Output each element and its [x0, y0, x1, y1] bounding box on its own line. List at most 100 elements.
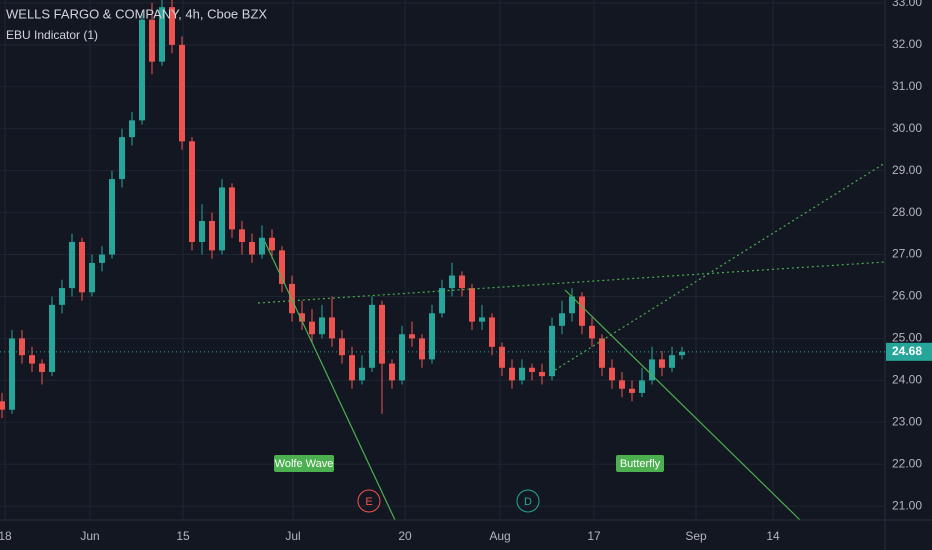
- y-tick-label: 30.00: [892, 121, 922, 135]
- y-tick-label: 25.00: [892, 331, 922, 345]
- candle-body: [169, 7, 175, 45]
- x-tick-label: 14: [766, 529, 780, 543]
- candle-body: [339, 338, 345, 356]
- wolfe-line: [264, 241, 396, 521]
- candle-body: [449, 275, 455, 289]
- y-tick-label: 29.00: [892, 163, 922, 177]
- y-tick-label: 28.00: [892, 205, 922, 219]
- candle-body: [369, 304, 375, 368]
- y-tick-label: 22.00: [892, 456, 922, 470]
- candle-body: [599, 338, 605, 368]
- candles: [0, 0, 685, 419]
- y-tick-label: 26.00: [892, 289, 922, 303]
- candle-body: [429, 313, 435, 360]
- annotation: D: [524, 496, 532, 508]
- candle-body: [469, 288, 475, 322]
- candle-body: [209, 221, 215, 251]
- candle-body: [269, 237, 275, 251]
- candle-body: [119, 137, 125, 180]
- candle-body: [399, 334, 405, 381]
- candle-body: [549, 325, 555, 377]
- y-tick-label: 31.00: [892, 79, 922, 93]
- candle-body: [579, 296, 585, 326]
- annotation-circle: [516, 489, 540, 513]
- candle-body: [329, 317, 335, 339]
- candle-body: [359, 367, 365, 381]
- candle-body: [539, 371, 545, 377]
- butterfly-line: [564, 289, 801, 521]
- x-tick-label: Jul: [285, 529, 300, 543]
- candle-body: [439, 288, 445, 314]
- candle-body: [409, 334, 415, 339]
- candle-body: [219, 187, 225, 251]
- candle-body: [589, 325, 595, 339]
- annotation: Wolfe Wave: [275, 458, 334, 470]
- candle-body: [0, 401, 5, 410]
- candle-body: [679, 351, 685, 356]
- candle-body: [639, 380, 645, 393]
- candle-body: [159, 7, 165, 62]
- chart-subtitle: EBU Indicator (1): [6, 28, 98, 42]
- candle-body: [459, 275, 465, 289]
- candle-body: [279, 250, 285, 284]
- y-tick-label: 32.00: [892, 37, 922, 51]
- x-tick-label: 18: [0, 529, 12, 543]
- candle-body: [659, 359, 665, 368]
- x-tick-label: Aug: [489, 529, 510, 543]
- candle-body: [319, 317, 325, 335]
- candle-body: [389, 363, 395, 381]
- candle-body: [29, 355, 35, 364]
- candle-body: [559, 313, 565, 326]
- candle-body: [179, 44, 185, 142]
- candle-body: [19, 338, 25, 356]
- candle-body: [39, 363, 45, 372]
- candle-body: [229, 187, 235, 230]
- y-tick-label: 24.00: [892, 373, 922, 387]
- y-tick-label: 21.00: [892, 498, 922, 512]
- candle-body: [99, 254, 105, 263]
- candle-body: [649, 359, 655, 381]
- candle-body: [139, 19, 145, 121]
- annotation-circle: [357, 489, 381, 513]
- grid: [0, 0, 885, 520]
- candle-body: [509, 367, 515, 381]
- x-tick-label: 15: [176, 529, 190, 543]
- annotation-box: [616, 455, 664, 472]
- candle-body: [79, 241, 85, 293]
- x-tick-label: Sep: [685, 529, 707, 543]
- candle-body: [479, 317, 485, 322]
- candle-body: [239, 229, 245, 242]
- candle-body: [499, 346, 505, 368]
- candle-body: [189, 141, 195, 242]
- candle-body: [259, 237, 265, 255]
- candle-body: [489, 317, 495, 347]
- annotation: E: [365, 496, 372, 508]
- x-tick-label: 20: [398, 529, 412, 543]
- candle-body: [629, 388, 635, 393]
- candle-body: [149, 19, 155, 62]
- candle-body: [519, 367, 525, 381]
- last-price-box: [886, 342, 932, 361]
- candle-body: [309, 321, 315, 335]
- candle-body: [669, 355, 675, 368]
- candle-body: [349, 355, 355, 381]
- chart-title: WELLS FARGO & COMPANY, 4h, Cboe BZX: [6, 6, 267, 21]
- y-tick-label: 33.00: [892, 0, 922, 9]
- candle-body: [199, 221, 205, 242]
- annotation: Butterfly: [620, 458, 661, 470]
- annotation-box: [274, 455, 334, 472]
- candle-body: [299, 313, 305, 322]
- candle-body: [69, 241, 75, 289]
- candle-body: [379, 304, 385, 364]
- candle-body: [569, 296, 575, 314]
- x-tick-label: 17: [587, 529, 601, 543]
- candle-body: [49, 304, 55, 372]
- candle-body: [129, 120, 135, 138]
- candle-body: [529, 367, 535, 372]
- candle-body: [109, 179, 115, 255]
- candle-body: [59, 288, 65, 305]
- x-tick-label: Jun: [80, 529, 99, 543]
- last-price-label: 24.68: [892, 344, 922, 358]
- y-tick-label: 23.00: [892, 414, 922, 428]
